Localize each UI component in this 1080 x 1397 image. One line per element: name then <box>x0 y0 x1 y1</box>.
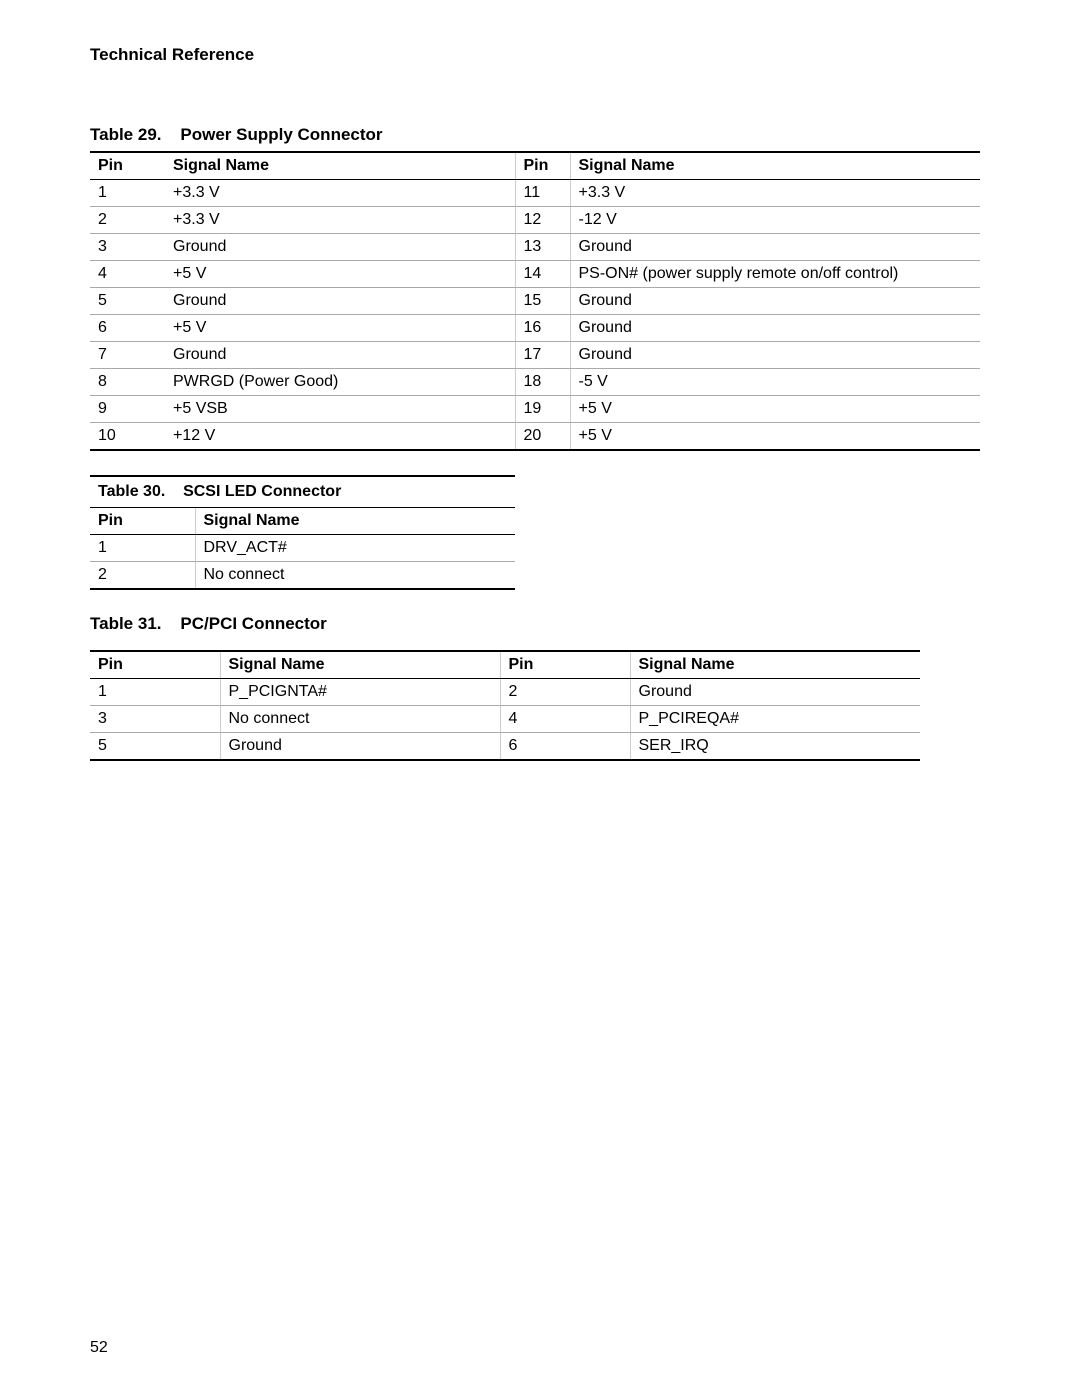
cell: 5 <box>90 288 165 315</box>
cell: P_PCIREQA# <box>630 706 920 733</box>
header-title: Technical Reference <box>90 45 990 65</box>
cell: 12 <box>515 207 570 234</box>
cell: 10 <box>90 423 165 451</box>
cell: 1 <box>90 679 220 706</box>
cell: DRV_ACT# <box>195 535 515 562</box>
cell: +5 VSB <box>165 396 515 423</box>
cell: +5 V <box>165 315 515 342</box>
cell: Ground <box>570 315 980 342</box>
table30-caption: Table 30. SCSI LED Connector <box>90 476 515 508</box>
cell: PWRGD (Power Good) <box>165 369 515 396</box>
table29-header-row: Pin Signal Name Pin Signal Name <box>90 152 980 180</box>
cell: Ground <box>570 342 980 369</box>
cell: 3 <box>90 234 165 261</box>
table29-col-signal1: Signal Name <box>165 152 515 180</box>
table31-col-signal1: Signal Name <box>220 651 500 679</box>
table-row: 3No connect4P_PCIREQA# <box>90 706 920 733</box>
cell: 9 <box>90 396 165 423</box>
cell: 2 <box>90 562 195 590</box>
table-row: 10+12 V20+5 V <box>90 423 980 451</box>
cell: +5 V <box>165 261 515 288</box>
cell: 15 <box>515 288 570 315</box>
cell: +5 V <box>570 423 980 451</box>
table-row: 7Ground17Ground <box>90 342 980 369</box>
table31-body: 1P_PCIGNTA#2Ground 3No connect4P_PCIREQA… <box>90 679 920 761</box>
cell: Ground <box>570 288 980 315</box>
cell: 2 <box>500 679 630 706</box>
table29: Pin Signal Name Pin Signal Name 1+3.3 V1… <box>90 151 980 451</box>
cell: Ground <box>220 733 500 761</box>
cell: 7 <box>90 342 165 369</box>
table30-body: 1DRV_ACT# 2No connect <box>90 535 515 590</box>
cell: Ground <box>165 288 515 315</box>
cell: 17 <box>515 342 570 369</box>
cell: Ground <box>630 679 920 706</box>
table29-caption: Table 29. Power Supply Connector <box>90 125 990 145</box>
cell: 6 <box>500 733 630 761</box>
cell: Ground <box>165 342 515 369</box>
cell: SER_IRQ <box>630 733 920 761</box>
table31-col-signal2: Signal Name <box>630 651 920 679</box>
table-row: 4+5 V14PS-ON# (power supply remote on/of… <box>90 261 980 288</box>
table30-caption-row: Table 30. SCSI LED Connector <box>90 476 515 508</box>
table29-col-pin1: Pin <box>90 152 165 180</box>
table31-header-row: Pin Signal Name Pin Signal Name <box>90 651 920 679</box>
table30-header-row: Pin Signal Name <box>90 508 515 535</box>
cell: 1 <box>90 180 165 207</box>
table-row: 8PWRGD (Power Good)18-5 V <box>90 369 980 396</box>
cell: 4 <box>500 706 630 733</box>
table-row: 5Ground6SER_IRQ <box>90 733 920 761</box>
table31-col-pin2: Pin <box>500 651 630 679</box>
cell: 20 <box>515 423 570 451</box>
cell: 5 <box>90 733 220 761</box>
table31: Pin Signal Name Pin Signal Name 1P_PCIGN… <box>90 650 920 761</box>
cell: -12 V <box>570 207 980 234</box>
table29-col-pin2: Pin <box>515 152 570 180</box>
table-row: 1DRV_ACT# <box>90 535 515 562</box>
page: Technical Reference Table 29. Power Supp… <box>0 0 1080 801</box>
cell: 18 <box>515 369 570 396</box>
table-row: 1P_PCIGNTA#2Ground <box>90 679 920 706</box>
table30-col-pin: Pin <box>90 508 195 535</box>
cell: 16 <box>515 315 570 342</box>
table31-caption: Table 31. PC/PCI Connector <box>90 614 990 634</box>
cell: 3 <box>90 706 220 733</box>
table29-body: 1+3.3 V11+3.3 V 2+3.3 V12-12 V 3Ground13… <box>90 180 980 451</box>
cell: 6 <box>90 315 165 342</box>
table-row: 1+3.3 V11+3.3 V <box>90 180 980 207</box>
table-row: 6+5 V16Ground <box>90 315 980 342</box>
cell: Ground <box>570 234 980 261</box>
page-number: 52 <box>90 1339 108 1357</box>
cell: +3.3 V <box>165 207 515 234</box>
table-row: 2+3.3 V12-12 V <box>90 207 980 234</box>
cell: 4 <box>90 261 165 288</box>
cell: 8 <box>90 369 165 396</box>
table-row: 9+5 VSB19+5 V <box>90 396 980 423</box>
cell: -5 V <box>570 369 980 396</box>
cell: 11 <box>515 180 570 207</box>
table30: Table 30. SCSI LED Connector Pin Signal … <box>90 475 515 590</box>
cell: 2 <box>90 207 165 234</box>
cell: Ground <box>165 234 515 261</box>
cell: 19 <box>515 396 570 423</box>
cell: No connect <box>220 706 500 733</box>
cell: +12 V <box>165 423 515 451</box>
cell: 14 <box>515 261 570 288</box>
cell: No connect <box>195 562 515 590</box>
cell: +5 V <box>570 396 980 423</box>
table29-col-signal2: Signal Name <box>570 152 980 180</box>
cell: P_PCIGNTA# <box>220 679 500 706</box>
table30-col-signal: Signal Name <box>195 508 515 535</box>
table-row: 2No connect <box>90 562 515 590</box>
cell: +3.3 V <box>570 180 980 207</box>
cell: PS-ON# (power supply remote on/off contr… <box>570 261 980 288</box>
table31-col-pin1: Pin <box>90 651 220 679</box>
cell: 13 <box>515 234 570 261</box>
cell: 1 <box>90 535 195 562</box>
table-row: 3Ground13Ground <box>90 234 980 261</box>
cell: +3.3 V <box>165 180 515 207</box>
table-row: 5Ground15Ground <box>90 288 980 315</box>
